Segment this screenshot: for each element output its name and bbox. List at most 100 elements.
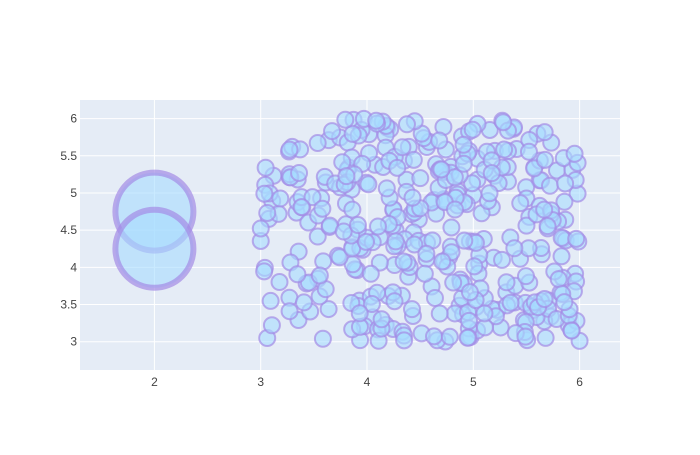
scatter-point [463, 174, 482, 193]
scatter-point [517, 216, 536, 235]
x-tick-label: 3 [257, 375, 264, 389]
scatter-point [442, 218, 461, 237]
scatter-point [280, 140, 299, 159]
scatter-point [336, 110, 355, 129]
scatter-point [460, 283, 479, 302]
scatter-point [405, 235, 424, 254]
scatter-point [350, 304, 369, 323]
scatter-point [393, 138, 412, 157]
y-tick-label: 4.5 [60, 223, 77, 237]
scatter-point [535, 150, 554, 169]
scatter-point [377, 179, 396, 198]
scatter-point [395, 331, 414, 350]
scatter-point [330, 248, 349, 267]
scatter-point [343, 124, 362, 143]
scatter-point [271, 189, 290, 208]
scatter-point [516, 327, 535, 346]
scatter-point [562, 321, 581, 340]
scatter-point [348, 216, 367, 235]
scatter-point [258, 203, 277, 222]
scatter-point [549, 270, 568, 289]
scatter-point [463, 120, 482, 139]
scatter-point [516, 267, 535, 286]
scatter-point [497, 273, 516, 292]
scatter-point [454, 154, 473, 173]
scatter-point [519, 142, 538, 161]
scatter-point [494, 113, 513, 132]
scatter-point [385, 292, 404, 311]
scatter-point [538, 217, 557, 236]
scatter-point [495, 140, 514, 159]
data-points [112, 109, 589, 351]
scatter-point [251, 219, 270, 238]
scatter-point [505, 239, 524, 258]
scatter-point [482, 164, 501, 183]
scatter-point [357, 232, 376, 251]
scatter-point [552, 247, 571, 266]
scatter-point [308, 134, 327, 153]
scatter-point [444, 273, 463, 292]
scatter-point [430, 131, 449, 150]
scatter-point [455, 231, 474, 250]
scatter-point [541, 176, 559, 195]
scatter-point [343, 200, 362, 219]
scatter-point [433, 252, 452, 271]
scatter-point [480, 184, 499, 203]
scatter-point [372, 310, 391, 329]
scatter-point [294, 293, 313, 312]
scatter-point [445, 200, 464, 219]
scatter-point [255, 184, 274, 203]
y-tick-label: 6 [70, 112, 77, 126]
scatter-point [465, 257, 484, 276]
scatter-point [337, 167, 356, 186]
scatter-point [280, 302, 299, 321]
scatter-point [386, 232, 405, 251]
scatter-point [310, 266, 329, 285]
scatter-point [425, 327, 444, 346]
scatter-point [292, 198, 311, 217]
x-tick-label: 6 [576, 375, 583, 389]
scatter-point [369, 217, 388, 236]
y-tick-label: 3.5 [60, 298, 77, 312]
scatter-point [323, 122, 342, 141]
scatter-point [303, 188, 322, 207]
scatter-point [367, 111, 386, 130]
scatter-point [536, 328, 555, 347]
scatter-point [445, 168, 464, 187]
scatter-point [432, 160, 451, 179]
scatter-point [411, 169, 430, 188]
scatter-point [511, 194, 530, 213]
scatter-point [425, 288, 444, 307]
y-tick-label: 5.5 [60, 149, 77, 163]
scatter-point [460, 311, 479, 330]
scatter-point [361, 264, 380, 283]
scatter-point [362, 295, 381, 314]
scatter-point [535, 290, 554, 309]
scatter-point [288, 265, 307, 284]
scatter-point [535, 200, 554, 219]
scatter-point [475, 304, 494, 323]
scatter-point [555, 293, 574, 312]
scatter-point [262, 316, 281, 335]
scatter-point [415, 264, 434, 283]
scatter-point [261, 291, 280, 310]
scatter-point [565, 144, 584, 163]
y-tick-label: 5 [70, 186, 77, 200]
scatter-point [290, 163, 309, 182]
scatter-point [404, 150, 423, 169]
scatter-point [458, 328, 477, 347]
scatter-point [394, 252, 413, 271]
scatter-point [334, 222, 353, 241]
scatter-point [359, 175, 378, 194]
x-tick-label: 5 [470, 375, 477, 389]
scatter-point [270, 273, 289, 292]
scatter-point [567, 229, 586, 248]
scatter-point [308, 227, 327, 246]
scatter-point [556, 174, 575, 193]
scatter-point [454, 135, 473, 154]
scatter-point [535, 123, 554, 142]
scatter-point [313, 199, 332, 218]
scatter-point [255, 262, 274, 281]
